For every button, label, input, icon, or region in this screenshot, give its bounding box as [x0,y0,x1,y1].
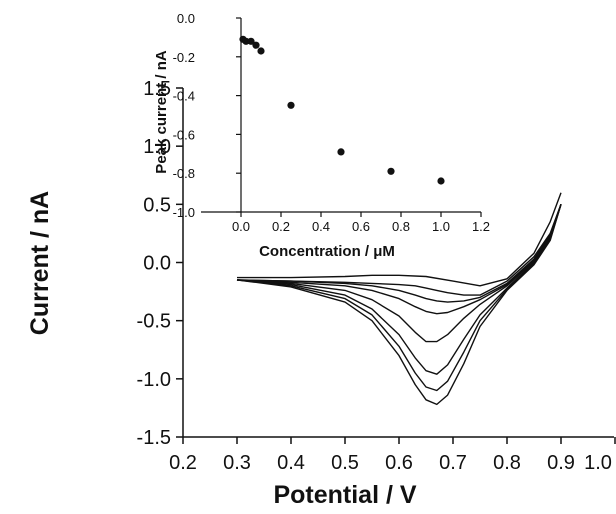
inset-y-tick-label: 0.0 [177,11,195,26]
main-x-axis-title: Potential / V [273,481,416,509]
inset-x-tick-label: 0.4 [312,219,330,234]
voltammogram-series-2 [236,204,562,303]
main-y-tick-label: -0.5 [137,311,171,333]
inset-x-tick-label: 0.6 [352,219,370,234]
inset-data-point [252,41,260,49]
main-x-tick-label: 0.2 [169,452,197,474]
main-x-tick-label: 0.9 [547,452,575,474]
main-plot: 1.5 1.0 0.5 0.0 -0.5 -1.0 -1.5 0.2 0.3 0.4 0.5 0.6… [26,78,616,509]
inset-y-tick-label: -0.4 [173,89,195,104]
main-x-ticks: 0.2 0.3 0.4 0.5 0.6 0.7 0.8 0.9 1.0 [169,437,616,474]
inset-data-point [437,177,445,185]
inset-data-point [337,148,345,156]
main-y-tick-label: -1.0 [137,369,171,391]
inset-y-ticks: 0.0 -0.2 -0.4 -0.6 -0.8 -1.0 [173,11,241,220]
main-x-tick-label: 0.3 [223,452,251,474]
inset-x-tick-label: 1.2 [472,219,490,234]
inset-y-tick-label: -0.8 [173,166,195,181]
inset-points-group [239,35,445,185]
inset-data-point [257,47,265,55]
main-series-group [236,192,562,406]
inset-plot: 0.0 -0.2 -0.4 -0.6 -0.8 -1.0 0.0 0.2 0.4 0.6 0.8 1… [153,11,490,260]
main-y-tick-label: 1.5 [143,78,171,100]
voltammogram-series-4 [236,204,562,343]
voltammogram-series-1 [236,204,562,296]
main-y-axis-title: Current / nA [26,191,54,335]
inset-data-point [387,167,395,175]
main-y-tick-label: 0.0 [143,253,171,275]
inset-y-axis-title: Peak current / nA [153,50,170,174]
inset-x-tick-label: 0.8 [392,219,410,234]
inset-y-tick-label: -0.2 [173,50,195,65]
voltammogram-series-3 [236,204,562,315]
main-y-tick-label: 1.0 [143,136,171,158]
main-x-tick-label: 0.8 [493,452,521,474]
voltammogram-series-6 [236,204,562,392]
main-y-ticks: 1.5 1.0 0.5 0.0 -0.5 -1.0 -1.5 [137,78,183,449]
inset-x-tick-label: 0.0 [232,219,250,234]
inset-data-point [242,37,250,45]
voltammogram-series-7 [236,204,562,406]
main-x-tick-label: 0.6 [385,452,413,474]
main-y-tick-label: 0.5 [143,194,171,216]
voltammogram-series-5 [236,204,562,375]
inset-y-tick-label: -1.0 [173,205,195,220]
main-y-tick-label: -1.5 [137,427,171,449]
inset-y-tick-label: -0.6 [173,127,195,142]
main-x-tick-label: 0.7 [439,452,467,474]
inset-data-point [247,37,255,45]
inset-data-point [287,101,295,109]
inset-x-axis-title: Concentration / μM [259,243,395,260]
voltammogram-series-8 [237,192,562,287]
main-x-tick-label: 0.4 [277,452,305,474]
inset-x-tick-label: 0.2 [272,219,290,234]
inset-x-tick-label: 1.0 [432,219,450,234]
main-x-tick-label: 1.0 [584,452,612,474]
inset-x-ticks: 0.0 0.2 0.4 0.6 0.8 1.0 1.2 [232,212,490,234]
main-x-tick-label: 0.5 [331,452,359,474]
